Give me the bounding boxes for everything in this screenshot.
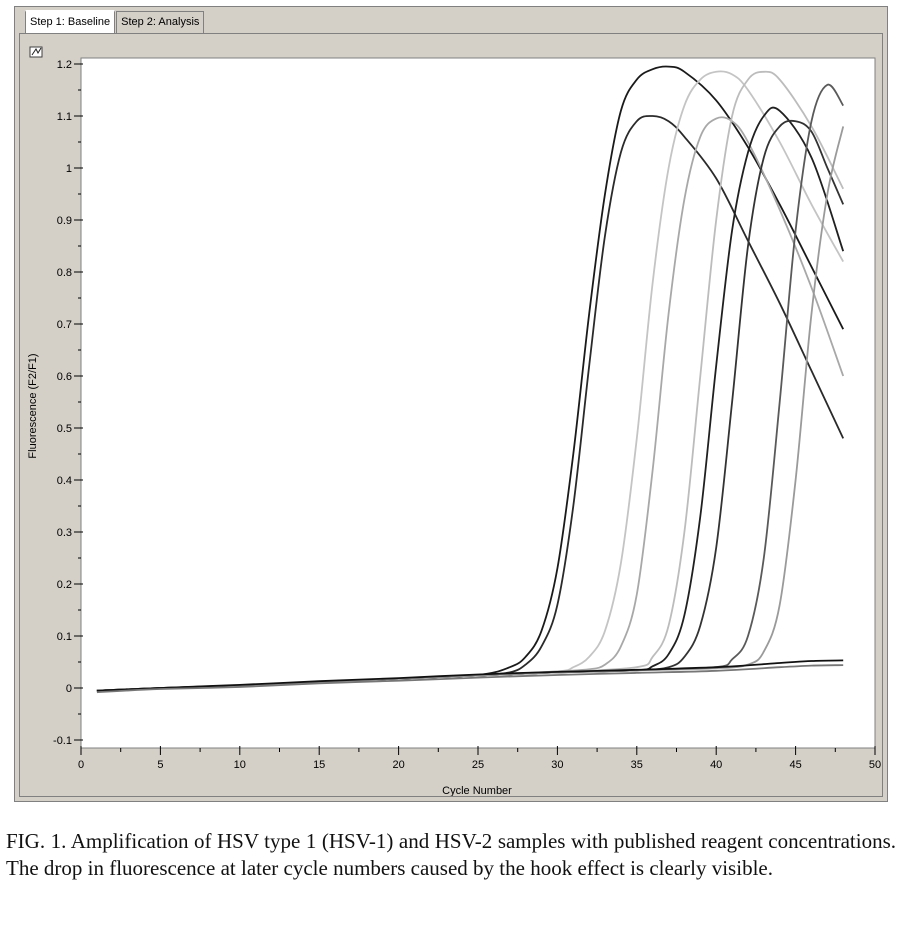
y-tick-label: 0.1 [57,631,72,643]
x-tick-label: 45 [789,759,801,771]
series-line-10 [96,659,844,692]
series-line-11 [96,664,844,694]
x-tick-label: 25 [472,759,484,771]
tab-analysis[interactable]: Step 2: Analysis [116,11,205,33]
tab-baseline[interactable]: Step 1: Baseline [25,10,116,33]
y-tick-label: 0.4 [57,475,72,487]
figure-caption: FIG. 1. Amplification of HSV type 1 (HSV… [6,829,896,880]
x-tick-label: 30 [551,759,563,771]
x-tick-label: 50 [869,759,881,771]
chart-panel: -0.1 0 0.1 0.2 0.3 0.4 0.5 0.6 0.7 0.8 0.9 1 1.1 1.2 0… [19,33,883,797]
amplification-chart: -0.1 0 0.1 0.2 0.3 0.4 0.5 0.6 0.7 0.8 0.9 1 1.1 1.2 0… [27,46,881,797]
x-tick-label: 35 [631,759,643,771]
y-tick-label: 0.8 [57,267,72,279]
y-tick-label: 0.7 [57,319,72,331]
y-tick-label: 1 [66,163,72,175]
tab-bar: Step 1: Baseline Step 2: Analysis [25,10,205,33]
y-tick-label: 0.5 [57,423,72,435]
amplification-window: Step 1: Baseline Step 2: Analysis -0.1 0 0… [14,6,888,802]
x-tick-label: 5 [157,759,163,771]
chart-options-icon[interactable] [29,46,43,58]
y-tick-label: 0.2 [57,579,72,591]
y-tick-label: 0 [66,683,72,695]
x-axis-label: Cycle Number [442,785,512,796]
x-tick-label: 15 [313,759,325,771]
x-tick-label: 0 [78,759,84,771]
y-axis-label: Fluorescence (F2/F1) [27,353,39,458]
x-tick-label: 40 [710,759,722,771]
x-tick-label: 20 [392,759,404,771]
y-tick-label: 0.9 [57,215,72,227]
y-tick-label: 1.1 [57,111,72,123]
y-tick-label: 0.3 [57,527,72,539]
x-tick-label: 10 [234,759,246,771]
y-tick-label: 1.2 [57,59,72,71]
y-tick-label: -0.1 [53,735,72,747]
y-tick-label: 0.6 [57,371,72,383]
